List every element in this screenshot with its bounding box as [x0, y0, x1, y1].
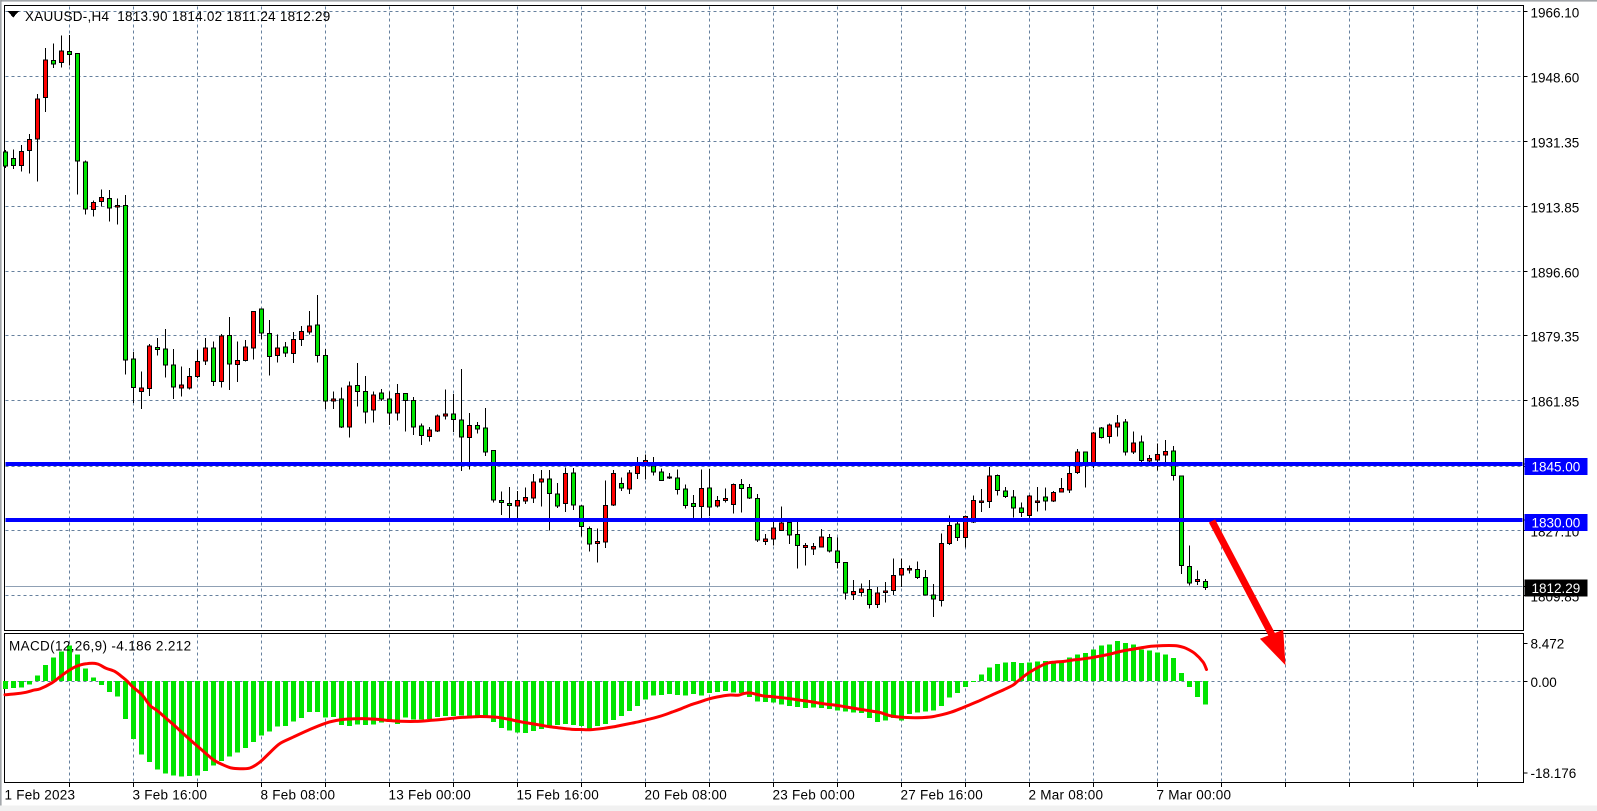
svg-text:1913.85: 1913.85	[1531, 200, 1580, 215]
svg-text:1948.60: 1948.60	[1531, 70, 1580, 85]
svg-text:0.00: 0.00	[1531, 675, 1557, 690]
svg-text:-18.176: -18.176	[1531, 766, 1577, 781]
svg-text:MACD(12,26,9) -4.186 2.212: MACD(12,26,9) -4.186 2.212	[9, 639, 191, 654]
svg-text:1845.00: 1845.00	[1532, 460, 1581, 475]
svg-text:1931.35: 1931.35	[1531, 135, 1580, 150]
svg-text:1966.10: 1966.10	[1531, 5, 1580, 20]
svg-text:3 Feb 16:00: 3 Feb 16:00	[133, 788, 208, 803]
svg-text:1896.60: 1896.60	[1531, 265, 1580, 280]
svg-text:7 Mar 00:00: 7 Mar 00:00	[1157, 788, 1232, 803]
svg-text:13 Feb 00:00: 13 Feb 00:00	[389, 788, 472, 803]
svg-text:1861.85: 1861.85	[1531, 394, 1580, 409]
svg-text:2 Mar 08:00: 2 Mar 08:00	[1029, 788, 1104, 803]
svg-text:27 Feb 16:00: 27 Feb 16:00	[901, 788, 984, 803]
svg-text:20 Feb 08:00: 20 Feb 08:00	[645, 788, 728, 803]
svg-text:23 Feb 00:00: 23 Feb 00:00	[773, 788, 856, 803]
svg-text:1830.00: 1830.00	[1532, 516, 1581, 531]
svg-text:15 Feb 16:00: 15 Feb 16:00	[517, 788, 600, 803]
svg-text:1 Feb 2023: 1 Feb 2023	[5, 788, 76, 803]
svg-text:XAUUSD-,H4 1813.90 1814.02 18: XAUUSD-,H4 1813.90 1814.02 1811.24 1812.…	[25, 9, 330, 24]
svg-text:1812.29: 1812.29	[1532, 581, 1581, 596]
svg-text:1879.35: 1879.35	[1531, 329, 1580, 344]
svg-text:8 Feb 08:00: 8 Feb 08:00	[261, 788, 336, 803]
svg-text:8.472: 8.472	[1531, 636, 1565, 651]
